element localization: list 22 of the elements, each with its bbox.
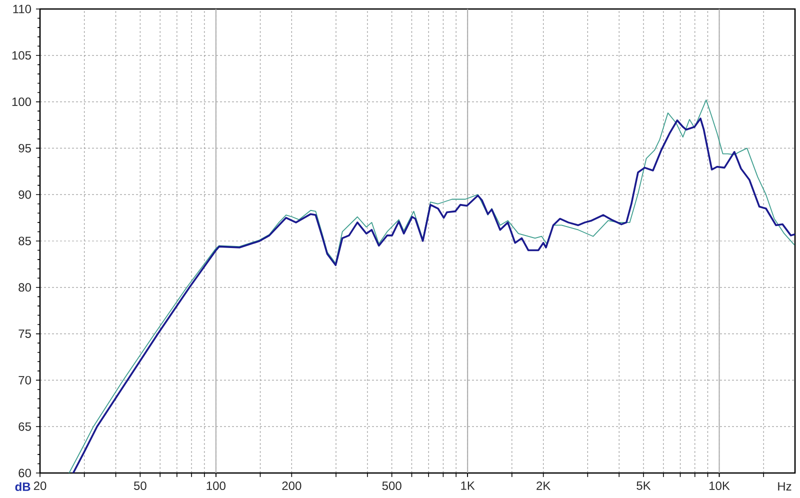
x-tick-label: 1K <box>461 482 475 490</box>
x-tick-label: 50 <box>134 482 146 490</box>
y-tick-label: 75 <box>18 330 31 338</box>
x-tick-label: 200 <box>282 482 302 490</box>
x-axis-title: Hz <box>778 482 792 490</box>
y-tick-label: 100 <box>12 98 32 106</box>
y-tick-label: 85 <box>18 236 31 246</box>
y-tick-label: 105 <box>12 51 31 60</box>
y-tick-label: 70 <box>18 376 32 384</box>
y-tick-label: 65 <box>18 422 31 431</box>
x-tick-label: 500 <box>382 482 402 490</box>
y-tick-label: 95 <box>18 144 31 152</box>
y-tick-label: 80 <box>18 283 32 292</box>
x-tick-label: 100 <box>206 482 226 490</box>
y-axis-title: dB <box>15 482 30 492</box>
y-tick-label: 60 <box>18 468 32 478</box>
x-tick-label: 20 <box>34 482 46 490</box>
x-tick-label: 10K <box>709 482 730 490</box>
y-tick-label: 90 <box>18 190 32 199</box>
x-tick-label: 5K <box>636 482 651 490</box>
x-tick-label: 2K <box>536 482 551 490</box>
y-tick-label: 110 <box>13 4 32 14</box>
